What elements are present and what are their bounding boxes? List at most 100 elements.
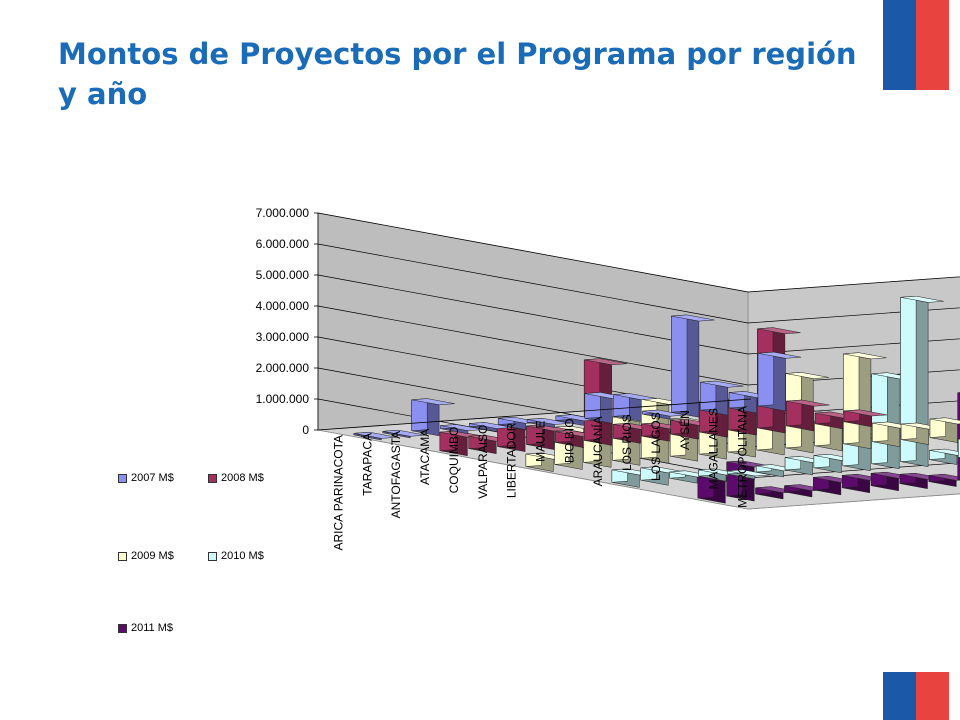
bar-top-face bbox=[382, 429, 426, 437]
chart-legend: 2007 M$ 2008 M$ 2009 M$ 2010 M$ 2011 M$ bbox=[118, 472, 318, 642]
bar bbox=[929, 417, 960, 443]
bar-top-face bbox=[642, 409, 686, 417]
bar bbox=[813, 476, 857, 496]
chart-plot: 0 1.000.000 2.000.000 3.000.000 4.000.000 5.0… bbox=[256, 206, 960, 551]
gridline bbox=[317, 274, 960, 355]
bar bbox=[584, 392, 628, 424]
page-title: Montos de Proyectos por el Programa por … bbox=[58, 37, 857, 111]
bar-top-face bbox=[469, 422, 513, 429]
x-tick-label: COQUIMBO bbox=[447, 427, 461, 494]
y-tick-label: 6.000.000 bbox=[256, 237, 310, 251]
bar bbox=[671, 314, 715, 418]
legend-swatch bbox=[208, 551, 217, 561]
x-tick-label: MAULE bbox=[534, 421, 548, 462]
bar-top-face bbox=[929, 417, 960, 425]
x-tick-label: METROPOLITANA bbox=[736, 406, 750, 508]
legend-item: 2011 M$ bbox=[118, 622, 173, 634]
legend-item: 2008 M$ bbox=[208, 472, 264, 484]
legend-item: 2010 M$ bbox=[208, 550, 264, 562]
bar-top-face bbox=[671, 314, 715, 322]
bar bbox=[440, 424, 484, 435]
legend-swatch bbox=[118, 473, 127, 483]
bar-front-face bbox=[786, 399, 803, 427]
bar bbox=[526, 418, 571, 428]
bar-top-face bbox=[929, 448, 960, 456]
x-tick-label: BIO BIO bbox=[562, 418, 576, 463]
x-tick-label: AYSÉN bbox=[677, 410, 692, 450]
bar bbox=[843, 409, 888, 428]
y-tick-label: 0 bbox=[302, 423, 309, 437]
gridline bbox=[317, 305, 960, 386]
legend-item: 2007 M$ bbox=[118, 472, 174, 484]
bar bbox=[757, 351, 802, 412]
y-tick-label: 4.000.000 bbox=[256, 299, 310, 313]
legend-label: 2007 M$ bbox=[131, 472, 174, 484]
x-tick-label: VALPARAISO bbox=[476, 425, 490, 499]
legend-swatch bbox=[208, 473, 217, 483]
bar-top-face bbox=[928, 473, 960, 481]
bar bbox=[353, 431, 398, 441]
bar bbox=[700, 380, 744, 416]
x-tick-label: ARICA PARINACOTA bbox=[331, 435, 345, 551]
bar-top-face bbox=[900, 295, 944, 303]
bar bbox=[928, 473, 960, 487]
x-tick-label: LOS RIOS bbox=[620, 414, 634, 471]
bar-top-face bbox=[700, 380, 744, 388]
bar-front-face bbox=[700, 380, 717, 411]
bar bbox=[786, 399, 830, 432]
bar-top-face bbox=[440, 424, 484, 431]
legend-label: 2009 M$ bbox=[131, 550, 174, 562]
bar-top-face bbox=[786, 399, 830, 407]
bar-top-face bbox=[727, 469, 771, 477]
bar bbox=[929, 448, 960, 465]
legend-label: 2008 M$ bbox=[221, 472, 264, 484]
legend-label: 2011 M$ bbox=[131, 622, 173, 634]
bar-top-face bbox=[957, 392, 960, 394]
bar bbox=[469, 422, 513, 433]
bar-front-face bbox=[411, 398, 428, 432]
flag-decoration-bottom bbox=[883, 672, 949, 720]
x-tick-label: LIBERTADOR bbox=[505, 422, 519, 498]
y-tick-label: 2.000.000 bbox=[256, 361, 310, 375]
bar bbox=[382, 429, 426, 439]
bar-top-face bbox=[527, 418, 571, 425]
y-tick-label: 5.000.000 bbox=[256, 268, 310, 282]
x-tick-label: ANTOFAGASTA bbox=[389, 431, 403, 519]
bar-top-face bbox=[613, 393, 657, 400]
bar-top-face bbox=[757, 327, 801, 335]
bar bbox=[727, 469, 771, 480]
x-tick-label: TARAPACÁ bbox=[359, 433, 374, 496]
legend-label: 2010 M$ bbox=[221, 550, 264, 562]
bar-front-face bbox=[871, 372, 888, 464]
bar bbox=[439, 430, 484, 457]
bar-top-face bbox=[584, 358, 628, 366]
bar-front-face bbox=[843, 352, 860, 445]
bar-top-face bbox=[843, 352, 887, 360]
bar bbox=[814, 411, 859, 430]
legend-item: 2009 M$ bbox=[118, 550, 174, 562]
flag-red-stripe bbox=[916, 672, 949, 720]
y-tick-label: 7.000.000 bbox=[256, 206, 310, 220]
flag-decoration-top bbox=[883, 0, 949, 90]
legend-swatch bbox=[118, 623, 127, 633]
y-tick-label: 1.000.000 bbox=[256, 392, 310, 406]
x-tick-label: ATACAMA bbox=[418, 429, 432, 485]
gridline bbox=[317, 243, 960, 324]
x-tick-label: MAGALLANES bbox=[707, 408, 721, 489]
bar-top-face bbox=[411, 398, 455, 406]
legend-swatch bbox=[118, 551, 127, 561]
bar-top-face bbox=[526, 424, 570, 432]
bar-front-face bbox=[671, 314, 688, 413]
bar-top-face bbox=[757, 351, 802, 359]
bar-top-face bbox=[843, 409, 888, 417]
bar bbox=[642, 409, 686, 420]
flag-blue-stripe bbox=[883, 672, 916, 720]
flag-blue-stripe bbox=[883, 0, 916, 90]
x-axis-line bbox=[317, 398, 752, 431]
y-tick-label: 3.000.000 bbox=[256, 330, 310, 344]
flag-red-stripe bbox=[916, 0, 949, 90]
bar bbox=[613, 393, 657, 422]
bar bbox=[640, 466, 684, 486]
x-tick-label: LOS LAGOS bbox=[649, 412, 663, 481]
